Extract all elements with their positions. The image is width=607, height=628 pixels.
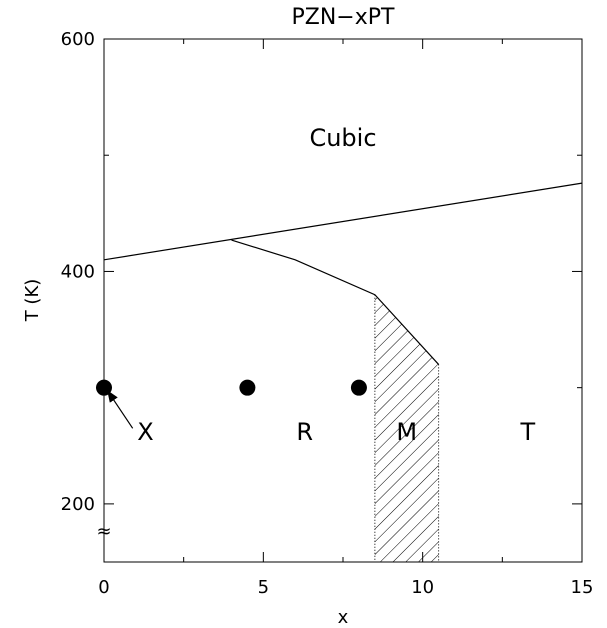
phase-label: M [396, 418, 417, 446]
y-tick-label: 400 [61, 261, 95, 282]
x-axis-label: x [338, 607, 349, 628]
x-tick-label: 15 [571, 577, 594, 598]
y-tick-label: 200 [61, 494, 95, 515]
phase-label: T [519, 418, 535, 446]
phase-label: X [137, 418, 153, 446]
y-axis-label: T (K) [22, 279, 43, 323]
x-tick-label: 10 [411, 577, 434, 598]
phase-label: R [296, 418, 313, 446]
data-point [239, 379, 256, 396]
chart-title: PZN−xPT [292, 5, 396, 30]
hatched-region [374, 294, 439, 562]
phase-boundary-line [231, 239, 440, 365]
axis-break-icon: ≈ [96, 521, 111, 542]
pointer-arrow [107, 390, 134, 429]
phase-boundary-line [103, 182, 583, 261]
plot-frame [103, 38, 583, 563]
x-tick-label: 0 [98, 577, 109, 598]
data-point [350, 379, 367, 396]
phase-label: Cubic [309, 124, 376, 152]
y-tick-label: 600 [61, 29, 95, 50]
x-tick-label: 5 [258, 577, 269, 598]
